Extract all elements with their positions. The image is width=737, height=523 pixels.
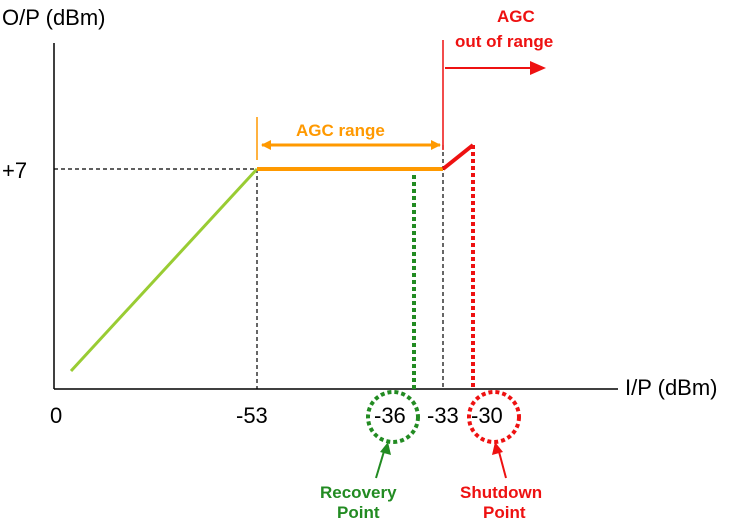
agc-out-label-1: AGC xyxy=(497,7,535,26)
recovery-circle xyxy=(366,390,420,444)
agc-range-label: AGC range xyxy=(296,121,385,140)
x-tick-0: 0 xyxy=(50,403,62,428)
recovery-pointer xyxy=(375,447,386,479)
recovery-label-1: Recovery xyxy=(320,483,397,502)
linear-region-line xyxy=(69,167,259,373)
shutdown-circle xyxy=(467,390,521,444)
x-tick-minus30: -30 xyxy=(471,403,503,428)
y-tick-plus7: +7 xyxy=(2,158,27,183)
x-tick-minus33: -33 xyxy=(427,403,459,428)
x-tick-minus36: -36 xyxy=(374,403,406,428)
shutdown-pointer xyxy=(497,447,507,479)
shutdown-label-1: Shutdown xyxy=(460,483,542,502)
agc-out-arrow-head xyxy=(530,61,546,75)
shutdown-label-2: Point xyxy=(483,503,526,522)
recovery-label-2: Point xyxy=(337,503,380,522)
recovery-pointer-head xyxy=(380,442,391,455)
shutdown-pointer-head xyxy=(492,442,503,455)
y-axis-label: O/P (dBm) xyxy=(2,5,106,30)
agc-out-label-2: out of range xyxy=(455,32,553,51)
x-tick-minus53: -53 xyxy=(236,403,268,428)
out-of-range-segment xyxy=(441,143,475,171)
x-axis-label: I/P (dBm) xyxy=(625,375,718,400)
